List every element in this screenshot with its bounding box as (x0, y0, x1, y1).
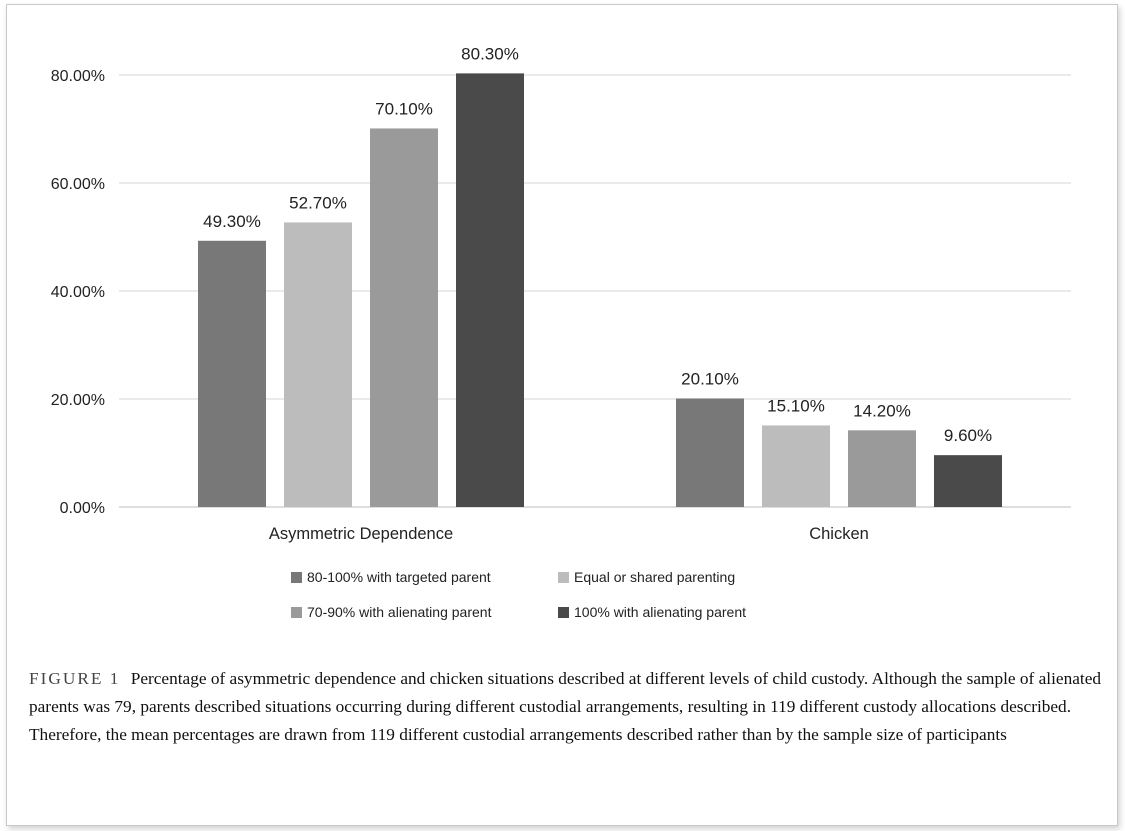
bar (676, 398, 744, 507)
y-tick-label: 60.00% (51, 176, 105, 193)
bar-chart: 0.00% 20.00% 40.00% 60.00% 80.00% 49.30% 52.70… (51, 44, 1071, 620)
legend-label: 70-90% with alienating parent (307, 604, 492, 620)
bar (848, 430, 916, 507)
bar (934, 455, 1002, 507)
x-category-label: Chicken (809, 525, 869, 543)
legend-label: 80-100% with targeted parent (307, 569, 491, 585)
caption-text: Percentage of asymmetric dependence and … (29, 669, 1102, 744)
legend-label: Equal or shared parenting (574, 569, 735, 585)
y-tick-label: 40.00% (51, 284, 105, 301)
bar (456, 73, 524, 507)
y-tick-label: 20.00% (51, 392, 105, 409)
data-label: 14.20% (853, 401, 911, 420)
legend-swatch (291, 607, 302, 618)
y-tick-label: 80.00% (51, 68, 105, 85)
x-category-label: Asymmetric Dependence (269, 525, 453, 543)
bar (284, 222, 352, 508)
y-tick-label: 0.00% (60, 500, 105, 517)
legend-swatch (291, 572, 302, 583)
legend-label: 100% with alienating parent (574, 604, 746, 620)
bar (370, 128, 438, 507)
data-label: 20.10% (681, 369, 739, 388)
data-label: 49.30% (203, 212, 261, 231)
data-label: 52.70% (289, 193, 347, 212)
figure-caption: FIGURE 1 Percentage of asymmetric depend… (29, 665, 1109, 749)
figure-label: FIGURE 1 (29, 669, 121, 688)
data-label: 15.10% (767, 396, 825, 415)
bar (762, 425, 830, 507)
data-label: 70.10% (375, 99, 433, 118)
figure-frame: 0.00% 20.00% 40.00% 60.00% 80.00% 49.30% 52.70… (6, 4, 1118, 826)
bar (198, 240, 266, 507)
data-label: 80.30% (461, 44, 519, 63)
legend-swatch (558, 572, 569, 583)
legend-swatch (558, 607, 569, 618)
data-label: 9.60% (944, 426, 992, 445)
